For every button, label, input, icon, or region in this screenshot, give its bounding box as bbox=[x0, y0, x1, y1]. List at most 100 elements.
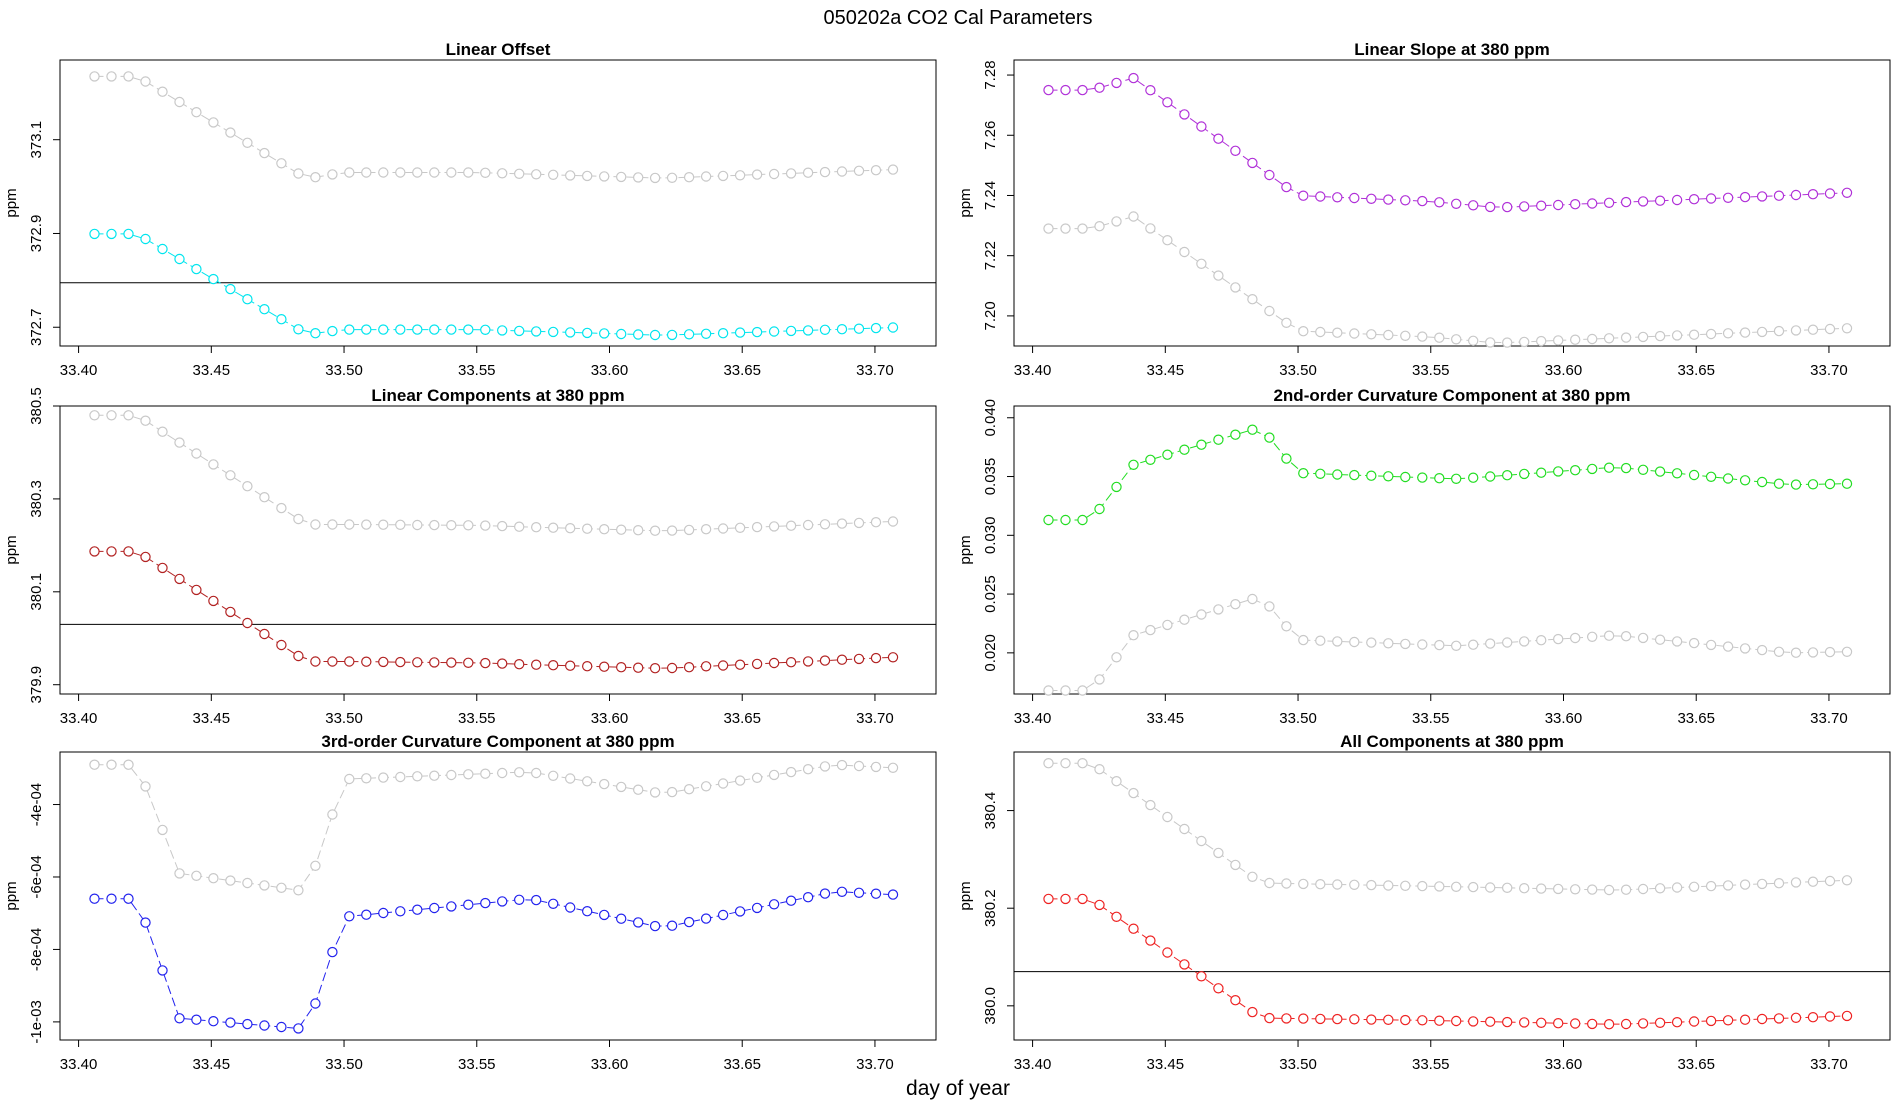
data-point bbox=[1043, 84, 1054, 96]
data-point bbox=[293, 650, 304, 662]
data-point bbox=[429, 167, 440, 178]
data-point bbox=[259, 880, 270, 891]
data-point bbox=[1383, 194, 1394, 205]
data-point bbox=[1434, 1015, 1445, 1026]
data-point bbox=[480, 167, 491, 178]
data-point bbox=[819, 655, 831, 666]
data-point bbox=[1484, 638, 1496, 649]
data-point bbox=[1315, 1013, 1326, 1025]
data-point bbox=[123, 546, 134, 557]
data-point bbox=[1773, 878, 1785, 889]
data-point bbox=[1569, 334, 1581, 345]
data-point bbox=[344, 519, 355, 530]
data-point bbox=[497, 896, 508, 907]
data-point bbox=[157, 965, 168, 976]
data-point bbox=[531, 169, 542, 180]
data-point bbox=[1841, 323, 1853, 334]
data-point bbox=[599, 171, 610, 182]
data-point bbox=[785, 168, 797, 179]
data-point bbox=[1315, 191, 1326, 202]
data-point bbox=[1179, 614, 1190, 625]
data-point bbox=[649, 525, 661, 536]
data-point bbox=[361, 909, 372, 920]
data-point bbox=[293, 1023, 304, 1034]
data-point bbox=[1196, 971, 1207, 982]
data-point bbox=[1841, 646, 1853, 658]
data-point bbox=[1060, 758, 1071, 769]
data-point bbox=[1739, 643, 1751, 654]
data-point bbox=[1824, 646, 1836, 658]
data-point bbox=[89, 410, 100, 421]
data-point bbox=[683, 662, 695, 673]
data-point bbox=[1417, 472, 1428, 483]
y-tick-label: 380.5 bbox=[28, 387, 45, 425]
data-point bbox=[1603, 462, 1615, 473]
data-point bbox=[1077, 514, 1088, 526]
data-point bbox=[836, 518, 848, 529]
data-point bbox=[378, 519, 389, 530]
data-point bbox=[1213, 270, 1224, 281]
data-point bbox=[310, 656, 321, 667]
data-point bbox=[717, 170, 729, 182]
data-point bbox=[1790, 647, 1802, 658]
data-point bbox=[446, 520, 457, 531]
data-point bbox=[259, 492, 270, 503]
x-tick-label: 33.60 bbox=[591, 362, 629, 379]
data-point bbox=[327, 519, 338, 530]
data-point bbox=[1332, 327, 1343, 338]
data-point bbox=[293, 324, 304, 335]
data-point bbox=[463, 167, 474, 178]
data-point bbox=[1586, 884, 1598, 895]
data-point bbox=[616, 913, 627, 924]
data-point bbox=[1111, 481, 1122, 493]
data-point bbox=[700, 781, 712, 792]
data-point bbox=[446, 324, 457, 335]
series-reference bbox=[1043, 211, 1853, 348]
data-point bbox=[1518, 201, 1530, 212]
data-point bbox=[548, 898, 559, 910]
data-point bbox=[1603, 333, 1615, 344]
data-point bbox=[785, 325, 797, 337]
data-point bbox=[1790, 479, 1802, 490]
y-tick-label: 0.035 bbox=[982, 458, 999, 496]
data-point bbox=[1043, 514, 1054, 526]
x-tick-label: 33.70 bbox=[1810, 710, 1848, 727]
data-point bbox=[1756, 644, 1768, 656]
series-value bbox=[1043, 893, 1853, 1030]
data-point bbox=[89, 893, 100, 904]
data-point bbox=[887, 516, 899, 527]
y-axis-label: ppm bbox=[3, 881, 20, 910]
panel-3: Linear Components at 380 ppm ppm 33.40 33.4… bbox=[3, 386, 937, 727]
data-point bbox=[429, 657, 440, 668]
data-point bbox=[276, 639, 287, 651]
data-point bbox=[734, 906, 746, 917]
data-point bbox=[616, 328, 627, 340]
data-point bbox=[1298, 326, 1309, 337]
x-tick-label: 33.45 bbox=[1147, 710, 1185, 727]
data-point bbox=[751, 902, 763, 914]
data-point bbox=[1230, 282, 1241, 293]
data-point bbox=[174, 573, 185, 585]
data-point bbox=[361, 656, 372, 667]
data-point bbox=[1060, 685, 1071, 696]
data-point bbox=[734, 775, 746, 786]
data-point bbox=[1417, 331, 1428, 342]
data-point bbox=[1332, 469, 1343, 480]
data-point bbox=[565, 170, 576, 181]
data-point bbox=[395, 519, 406, 531]
data-point bbox=[344, 324, 355, 335]
data-point bbox=[157, 562, 168, 574]
data-point bbox=[429, 519, 440, 531]
data-point bbox=[1603, 197, 1615, 208]
data-point bbox=[1349, 879, 1360, 891]
data-point bbox=[412, 519, 423, 531]
data-point bbox=[310, 328, 321, 339]
x-tick-label: 33.60 bbox=[591, 1056, 629, 1073]
data-point bbox=[1450, 881, 1462, 893]
data-point bbox=[1264, 1012, 1275, 1024]
data-point bbox=[106, 410, 117, 421]
data-point bbox=[106, 893, 117, 904]
data-point bbox=[395, 771, 406, 783]
data-point bbox=[1400, 638, 1411, 650]
data-point bbox=[1824, 188, 1836, 199]
